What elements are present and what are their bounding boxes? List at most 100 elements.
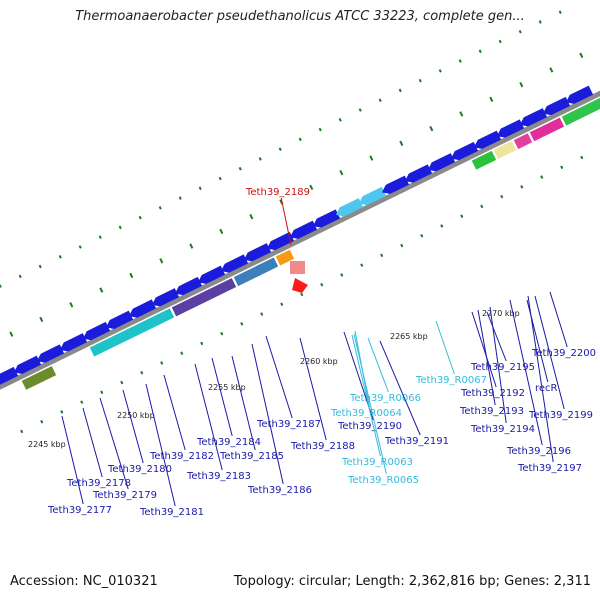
gene-arrow[interactable]: [565, 85, 594, 104]
gene-label[interactable]: Teth39_2181: [139, 507, 204, 518]
scale-label: 2255 kbp: [208, 383, 246, 392]
gene-label[interactable]: Teth39_2190: [337, 421, 402, 432]
gene-block[interactable]: [493, 141, 517, 159]
gene-arrow[interactable]: [519, 108, 548, 127]
gene-label-leader: [122, 389, 144, 464]
gene-block[interactable]: [529, 117, 565, 142]
gene-arrow[interactable]: [335, 198, 364, 217]
tick-mark: [40, 419, 44, 424]
gene-label[interactable]: Teth39_2194: [470, 424, 535, 435]
gene-arrow[interactable]: [151, 288, 180, 307]
gene-label[interactable]: Teth39_2179: [92, 490, 157, 501]
gene-block[interactable]: [233, 257, 279, 287]
gene-arrow[interactable]: [450, 141, 479, 161]
tick-mark: [58, 254, 62, 259]
tick-mark: [440, 224, 444, 228]
gene-label[interactable]: Teth39_R0064: [330, 408, 402, 419]
gene-label-leader: [471, 311, 497, 388]
gene-label[interactable]: Teth39_2187: [256, 419, 321, 430]
gene-arrow[interactable]: [381, 175, 410, 194]
gene-label-leader: [163, 374, 186, 451]
gene-arrow[interactable]: [312, 209, 341, 228]
gene-label[interactable]: Teth39_2189: [245, 187, 310, 198]
gene-block[interactable]: [21, 366, 57, 390]
gene-arrow[interactable]: [13, 355, 42, 374]
gene-label[interactable]: Teth39_2182: [149, 451, 214, 462]
tick-mark: [518, 29, 522, 34]
gene-arrow[interactable]: [243, 243, 272, 262]
tick-mark: [99, 287, 104, 293]
gene-block[interactable]: [89, 308, 175, 357]
gene-arrow[interactable]: [197, 265, 226, 284]
gene-teth39-2189[interactable]: [292, 278, 308, 293]
gene-arrow[interactable]: [105, 310, 134, 329]
gene-arrow[interactable]: [473, 130, 502, 149]
gene-arrow[interactable]: [496, 119, 525, 138]
gene-arrow[interactable]: [59, 333, 88, 352]
gene-teth39-2189-block[interactable]: [290, 261, 305, 274]
scale-label: 2265 kbp: [390, 332, 428, 341]
gene-label[interactable]: Teth39_2184: [196, 437, 261, 448]
tick-mark: [399, 140, 404, 147]
gene-arrow[interactable]: [174, 276, 203, 296]
tick-mark: [120, 380, 124, 385]
tick-mark: [178, 196, 182, 200]
tick-mark: [20, 429, 24, 434]
tick-mark: [39, 316, 44, 323]
gene-label[interactable]: Teth39_R0063: [341, 457, 413, 468]
gene-arrow[interactable]: [36, 344, 65, 363]
gene-label[interactable]: Teth39_R0065: [347, 475, 419, 486]
gene-arrow[interactable]: [404, 164, 433, 183]
tick-mark: [520, 185, 524, 189]
gene-label[interactable]: Teth39_2186: [247, 485, 312, 496]
gene-label[interactable]: Teth39_2178: [66, 478, 131, 489]
tick-mark: [0, 284, 2, 288]
tick-mark: [309, 184, 314, 191]
gene-block[interactable]: [171, 278, 237, 317]
gene-label[interactable]: Teth39_2177: [47, 505, 112, 516]
gene-arrow[interactable]: [427, 153, 456, 172]
gene-label[interactable]: Teth39_2185: [219, 451, 284, 462]
gene-label[interactable]: Teth39_2195: [470, 362, 535, 373]
tick-mark: [240, 322, 244, 326]
gene-arrow[interactable]: [542, 96, 571, 116]
gene-arrow[interactable]: [128, 299, 157, 318]
tick-mark: [69, 302, 74, 308]
gene-label[interactable]: Teth39_2196: [506, 446, 571, 457]
gene-label[interactable]: Teth39_2191: [384, 436, 449, 447]
gene-label[interactable]: Teth39_2200: [531, 348, 596, 359]
gene-arrow[interactable]: [289, 220, 318, 239]
tick-mark: [498, 39, 502, 44]
gene-label[interactable]: Teth39_2183: [186, 471, 251, 482]
gene-block[interactable]: [561, 97, 600, 126]
scale-label: 2260 kbp: [300, 357, 338, 366]
tick-mark: [538, 20, 542, 24]
gene-label-leader: [194, 363, 223, 471]
tick-mark: [238, 166, 242, 171]
gene-arrow[interactable]: [220, 254, 249, 273]
gene-label-leader: [351, 334, 381, 457]
gene-block[interactable]: [513, 133, 533, 150]
gene-label[interactable]: Teth39_2199: [528, 410, 593, 421]
gene-arrow[interactable]: [358, 186, 387, 206]
tick-mark: [378, 98, 382, 103]
gene-arrow[interactable]: [0, 366, 19, 385]
gene-arrow[interactable]: [266, 231, 295, 251]
gene-arrow[interactable]: [82, 321, 111, 341]
tick-mark: [18, 274, 22, 279]
gene-label[interactable]: Teth39_2180: [107, 464, 172, 475]
gene-label[interactable]: Teth39_2197: [517, 463, 582, 474]
gene-block[interactable]: [275, 249, 295, 266]
gene-label-leader: [477, 309, 496, 406]
gene-block[interactable]: [471, 150, 497, 170]
gene-label[interactable]: Teth39_R0067: [415, 375, 487, 386]
gene-label[interactable]: Teth39_2188: [290, 441, 355, 452]
gene-label[interactable]: Teth39_2192: [460, 388, 525, 399]
gene-label[interactable]: recR: [535, 383, 558, 394]
tick-mark: [429, 125, 434, 132]
gene-label[interactable]: Teth39_2193: [459, 406, 524, 417]
tick-mark: [369, 155, 374, 161]
tick-mark: [129, 272, 134, 279]
gene-label[interactable]: Teth39_R0066: [349, 393, 421, 404]
